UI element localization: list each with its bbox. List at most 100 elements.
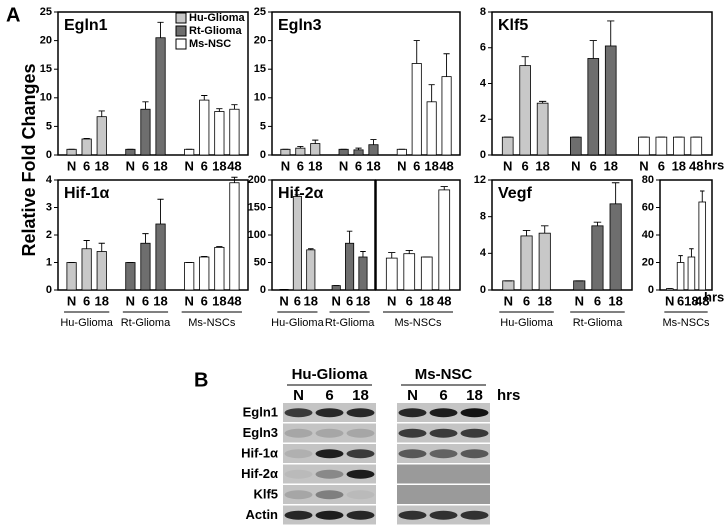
band [284,408,313,418]
x-tick-label: N [387,293,396,308]
error-bar [405,249,413,254]
band [398,408,427,418]
blot-strip [397,464,490,484]
error-bar [142,233,149,244]
y-tick-label: 25 [254,6,266,18]
bar [280,148,291,156]
x-unit: hrs [704,157,724,172]
bar [214,111,225,156]
bar [587,58,600,156]
x-tick-label: N [503,158,512,173]
bar [690,136,703,156]
bar [81,248,92,291]
chart-title: Klf5 [498,17,528,34]
y-tick-label: 20 [254,35,266,47]
x-tick-label: N [184,158,193,173]
x-tick-label: 6 [83,293,90,308]
x-tick-label: 48 [437,293,451,308]
y-tick-label: 5 [46,120,52,132]
band [346,510,375,520]
group-label: Hu-Glioma [500,317,553,329]
group-label: Ms-NSCs [662,317,710,329]
error-bar [593,221,602,226]
x-tick-label: 18 [304,293,318,308]
band [346,490,375,500]
x-tick-label: 48 [227,293,241,308]
error-bar [201,256,208,257]
error-bar [157,198,164,224]
band [284,469,313,479]
y-tick-label: 12 [474,174,486,186]
y-tick-label: 40 [642,229,654,241]
bar [295,147,306,156]
bar [501,136,514,156]
legend-label: Ms-NSC [189,38,231,50]
western-blot: Hu-Glioma N 6 18 Ms-NSC N 6 18 hrs Egln1 Egln3 Hif-… [241,366,520,525]
band [315,449,344,459]
y-tick-label: 4 [46,174,53,186]
y-tick-label: 0 [260,284,266,296]
plot-frame [57,11,249,156]
x-tick-label: 48 [227,158,241,173]
band [346,469,375,479]
error-bar [443,53,450,77]
bar [155,37,166,156]
bar [502,280,515,291]
x-tick-label: N [397,158,406,173]
error-bar [607,20,615,46]
y-tick-label: 100 [248,229,266,241]
blot-strip [283,423,376,443]
x-tick-label: 6 [294,293,301,308]
error-bar [98,242,105,252]
group-label: Rt-Glioma [573,317,623,329]
x-tick-label: 18 [153,158,167,173]
x-tick-label: 18 [94,293,108,308]
x-tick-label: 18 [212,158,226,173]
bar [199,99,210,156]
y-tick-label: 2 [480,113,486,125]
y-tick-label: 15 [254,63,266,75]
x-tick-label: 6 [658,158,665,173]
error-bar [678,255,683,263]
group-label: Hu-Glioma [271,317,324,329]
error-bar [294,194,301,197]
lane-label: 18 [352,387,369,404]
error-bar [540,225,549,234]
y-tick-label: 25 [40,6,52,18]
bar [604,45,617,156]
group-label: Ms-NSCs [188,317,236,329]
bar [184,262,195,291]
x-tick-label: 18 [94,158,108,173]
chart-title: Egln3 [278,17,322,34]
chart-title: Hif-1α [64,185,110,202]
y-tick-label: 5 [260,120,266,132]
y-tick-label: 0 [648,284,654,296]
lane-label: N [407,387,418,404]
x-unit: hrs [704,289,724,304]
band [284,510,313,520]
error-bar [157,21,164,38]
y-tick-label: 60 [642,201,654,213]
error-bar [413,40,420,64]
bar [229,182,240,291]
chart: N 6 18 48 Ms-NSCs [375,179,461,329]
bar [292,196,302,291]
x-tick-label: N [279,293,288,308]
x-tick-label: 6 [522,158,529,173]
y-tick-label: 50 [254,256,266,268]
bar [438,189,451,291]
x-tick-label: 18 [608,293,622,308]
band [429,510,458,520]
bar [66,262,77,291]
x-tick-label: 6 [201,293,208,308]
x-tick-label: 6 [297,158,304,173]
x-tick-label: 6 [142,158,149,173]
blot-strip [283,464,376,484]
band [398,428,427,438]
error-bar [98,110,105,117]
bar [655,136,668,156]
